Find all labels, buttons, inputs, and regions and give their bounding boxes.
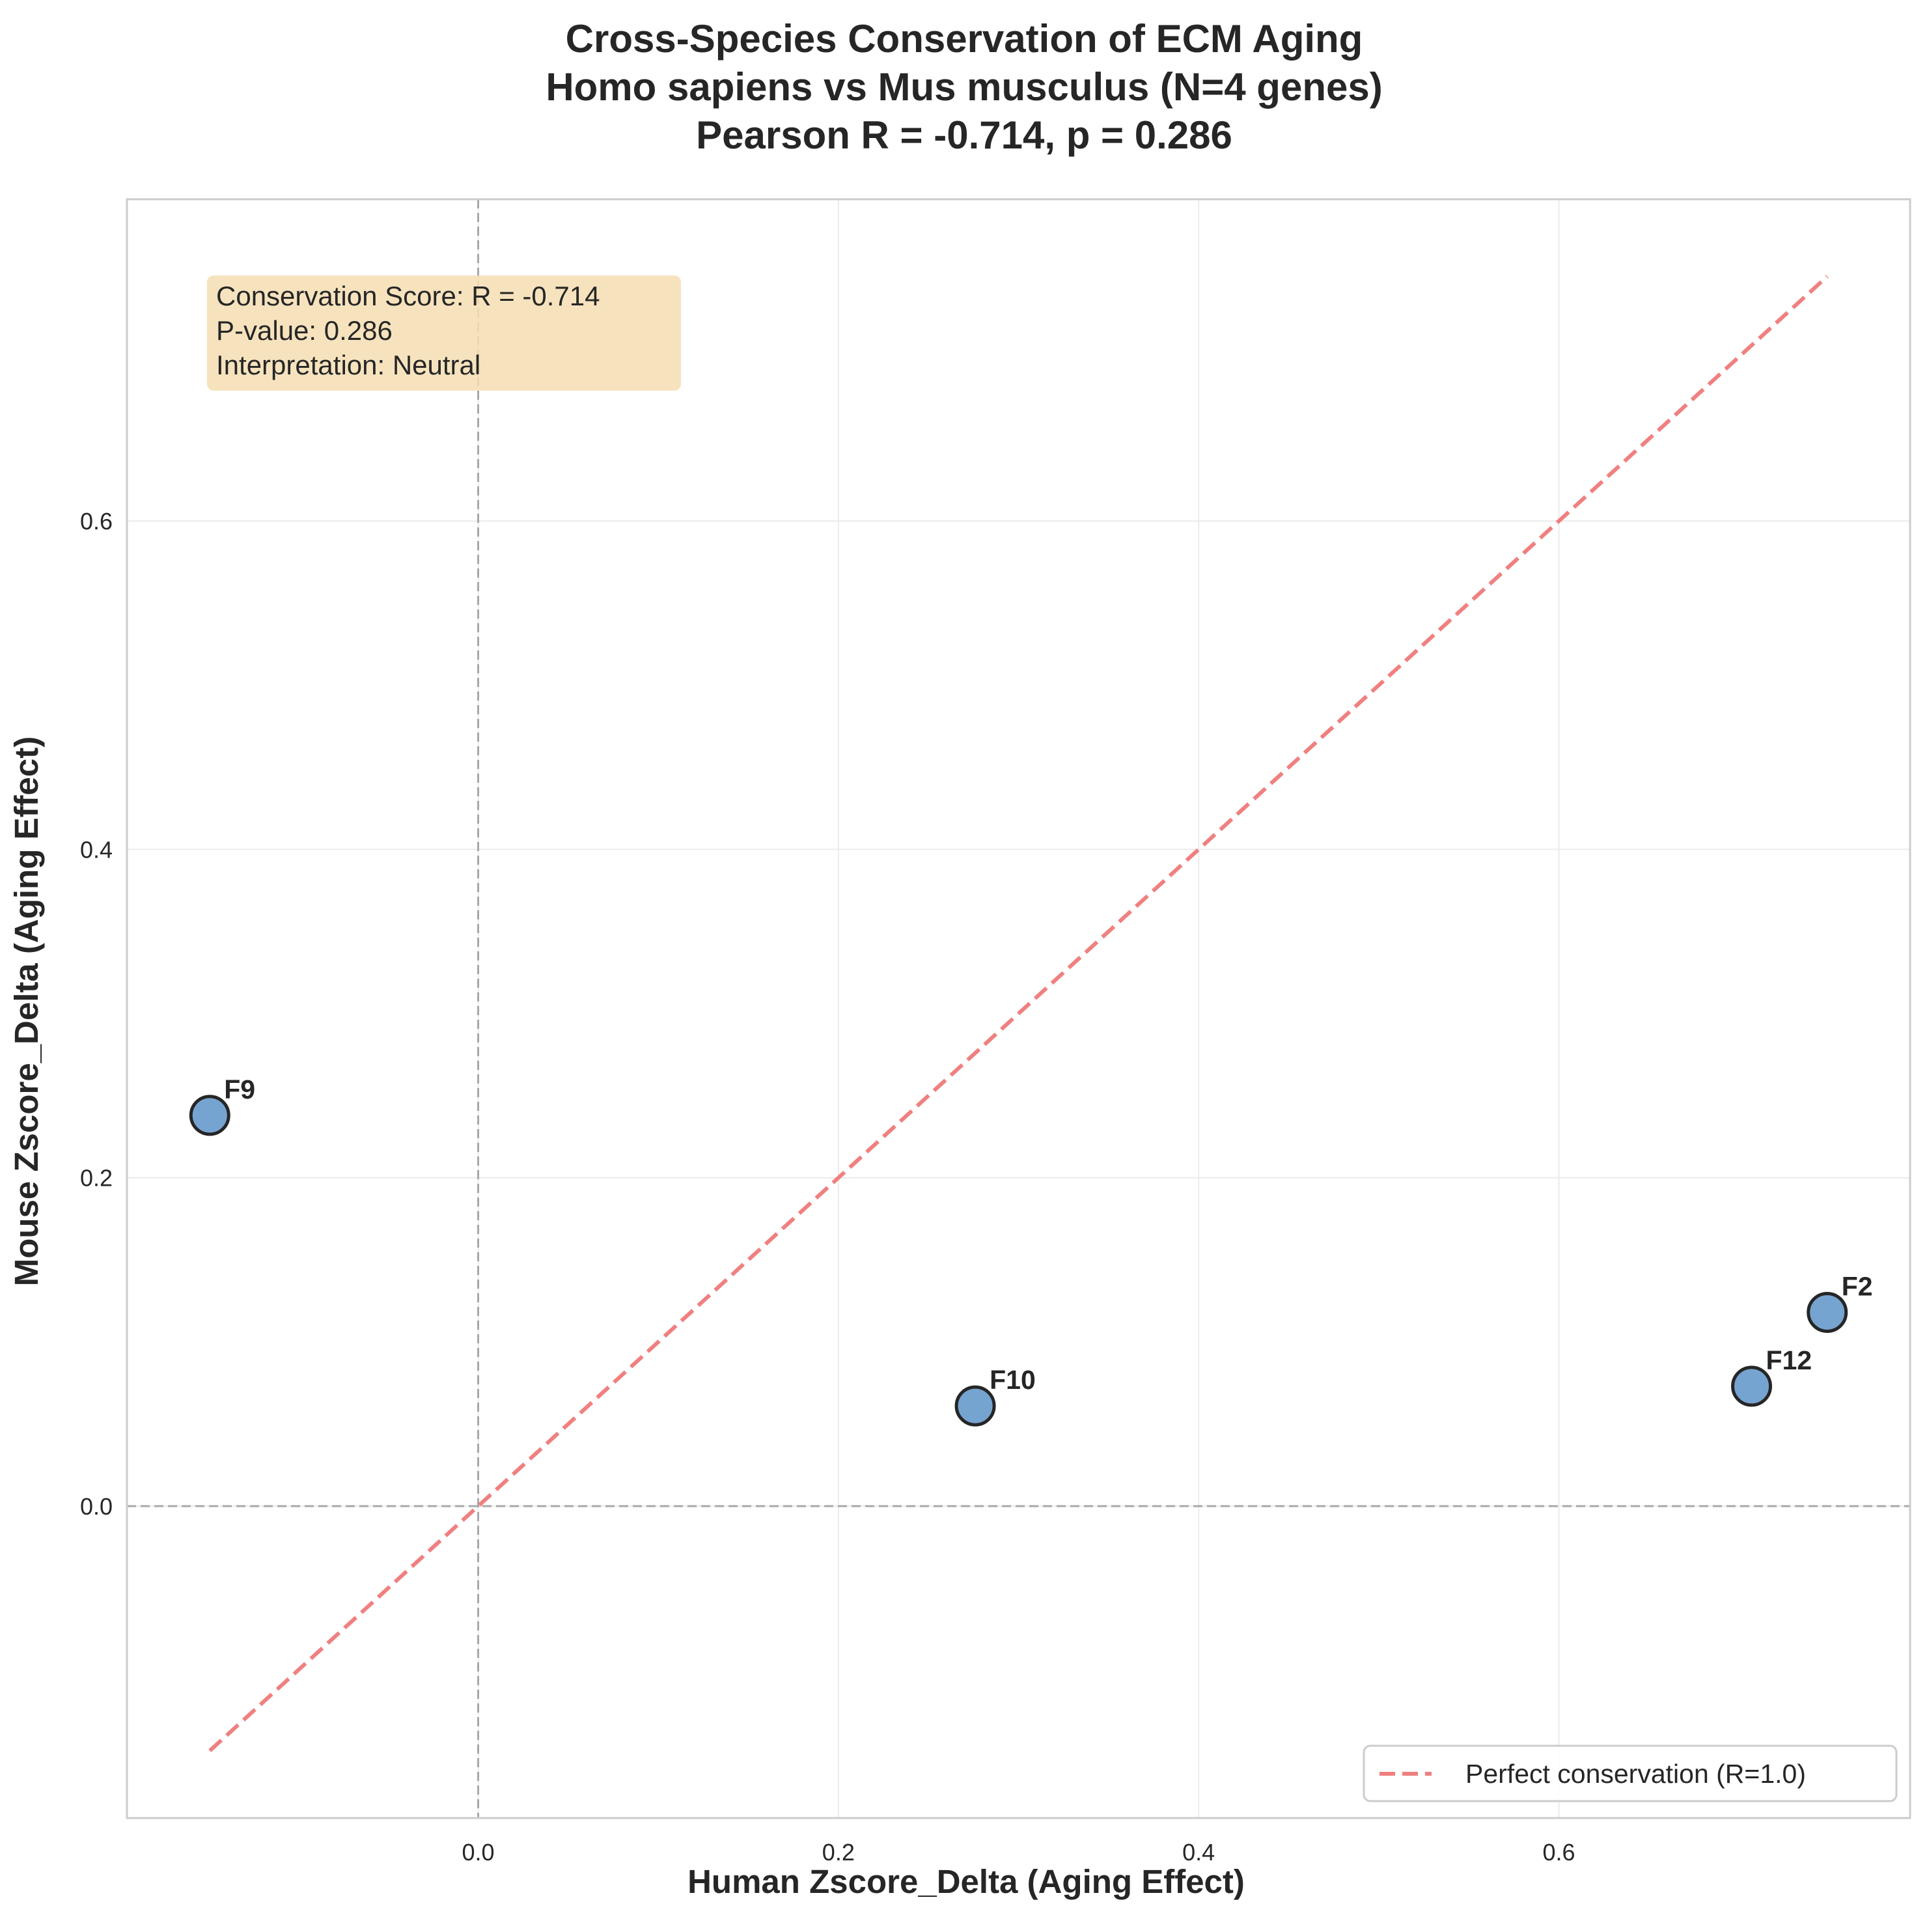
y-tick-label: 0.4 [80,836,113,863]
data-points [189,1095,1848,1427]
chart-title-line-2: Homo sapiens vs Mus musculus (N=4 genes) [546,65,1382,109]
x-axis-ticks: 0.0 0.2 0.4 0.6 [462,1839,1575,1866]
y-axis-ticks: 0.0 0.2 0.4 0.6 [80,508,113,1520]
data-point-label-f2: F2 [1842,1271,1873,1301]
annotation-background [207,275,681,391]
y-axis-label: Mouse Zscore_Delta (Aging Effect) [8,736,45,1286]
y-tick-label: 0.2 [80,1165,113,1192]
y-tick-label: 0.0 [80,1493,113,1520]
data-point-f12 [1731,1365,1773,1407]
legend: Perfect conservation (R=1.0) [1363,1744,1898,1802]
legend-frame [1363,1744,1898,1802]
annotation-line-2: P-value: 0.286 [216,315,393,346]
annotation-line-1: Conservation Score: R = -0.714 [216,281,600,311]
x-tick-label: 0.0 [462,1839,494,1866]
x-tick-label: 0.6 [1542,1839,1575,1866]
x-axis-label: Human Zscore_Delta (Aging Effect) [687,1863,1245,1900]
x-tick-label: 0.4 [1182,1839,1215,1866]
x-tick-label: 0.2 [822,1839,855,1866]
annotation-line-3: Interpretation: Neutral [216,350,480,380]
data-point-labels: F9 F10 F12 F2 [224,1074,1872,1395]
chart-title-line-1: Cross-Species Conservation of ECM Aging [566,17,1363,61]
chart-title-line-3: Pearson R = -0.714, p = 0.286 [696,113,1232,157]
data-point-f9 [189,1095,230,1136]
data-point-f2 [1807,1291,1848,1333]
data-point-f10 [954,1385,996,1427]
data-point-label-f10: F10 [990,1365,1036,1395]
plot-area: F9 F10 F12 F2 Conservation Score: R = -0.71… [126,198,1911,1819]
plot-frame [126,198,1911,1819]
conservation-annotation-box: Conservation Score: R = -0.714 P-value: … [207,275,681,391]
perfect-conservation-line [208,275,1829,1752]
plot-background [127,199,1910,1818]
y-gridlines [127,520,1910,1507]
y-tick-label: 0.6 [80,508,113,535]
data-point-label-f12: F12 [1766,1345,1812,1375]
legend-label: Perfect conservation (R=1.0) [1465,1759,1806,1789]
data-point-label-f9: F9 [224,1074,255,1104]
